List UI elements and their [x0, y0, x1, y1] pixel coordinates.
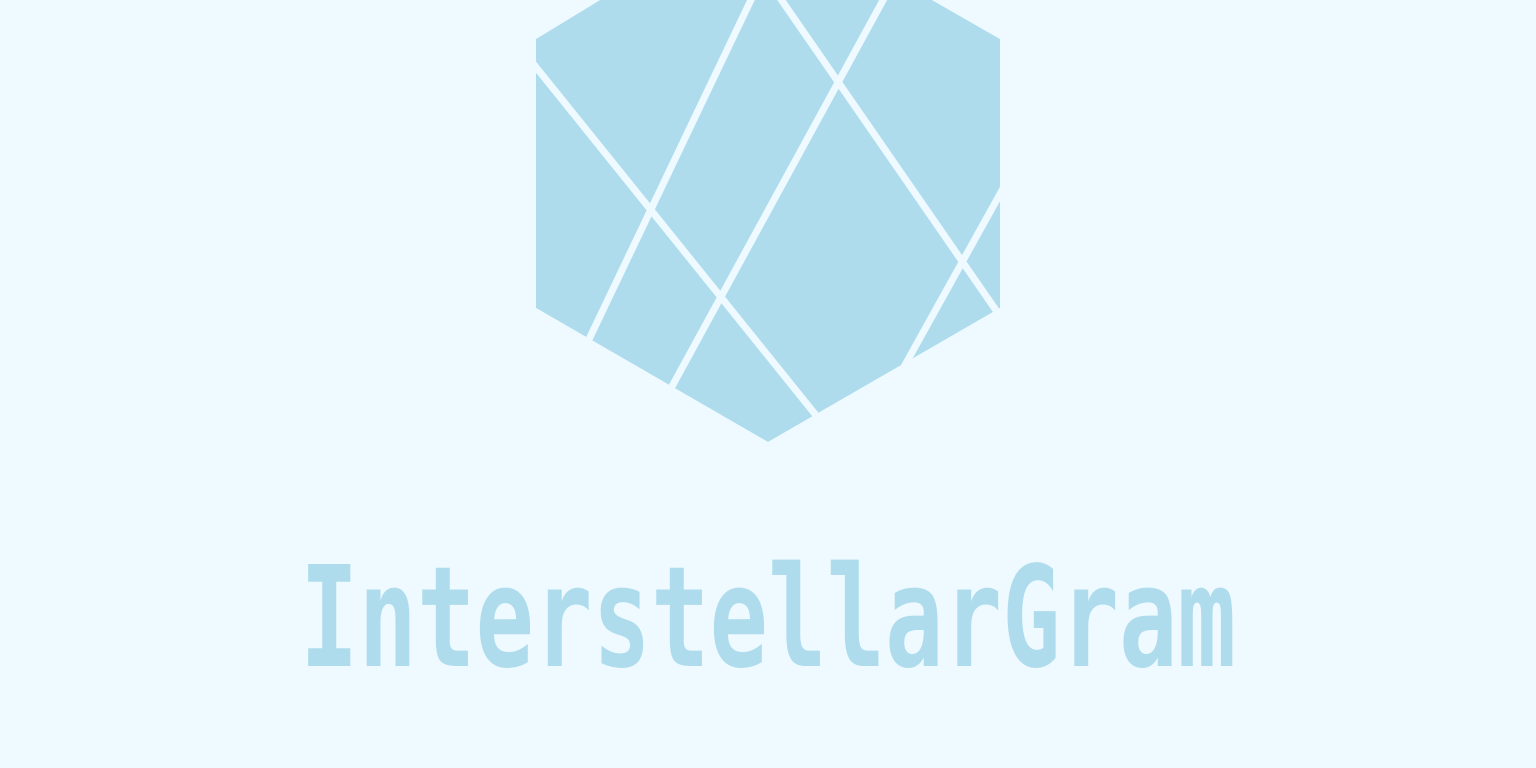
- facet-line-1: [536, 7, 863, 442]
- facet-line-4: [636, 0, 909, 442]
- facet-line-2: [556, 0, 774, 402]
- brand-wordmark: InterstellarGram: [300, 540, 1236, 700]
- hexagon-body: [536, 0, 1000, 442]
- brand-name: InterstellarGram: [300, 540, 1236, 700]
- facet-line-3: [737, 0, 1000, 347]
